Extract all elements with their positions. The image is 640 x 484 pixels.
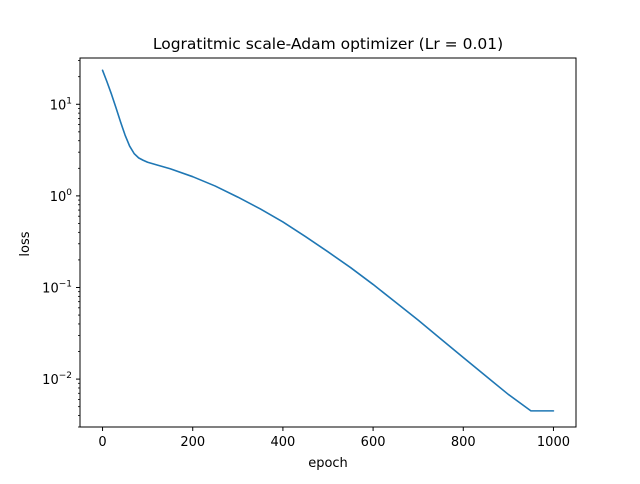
x-axis-label: epoch	[308, 456, 348, 471]
x-axis: 0 200 400 600 800 1000	[98, 427, 570, 450]
chart-title: Logratitmic scale-Adam optimizer (Lr = 0…	[153, 35, 503, 53]
x-tick-label: 0	[98, 435, 106, 450]
x-tick-label: 800	[451, 435, 476, 450]
y-tick-label: 100	[50, 188, 73, 205]
y-axis: 10−2 10−1 100 101	[42, 60, 80, 428]
loss-series-line	[101, 69, 555, 412]
y-tick-label: 10−2	[42, 371, 72, 388]
plot-frame	[79, 57, 577, 428]
x-tick-label: 400	[270, 435, 295, 450]
x-tick-label: 200	[180, 435, 205, 450]
y-axis-label: loss	[18, 231, 33, 256]
y-tick-label: 10−1	[42, 279, 72, 296]
y-tick-label: 101	[50, 96, 72, 113]
x-tick-label: 600	[361, 435, 386, 450]
plot-area	[101, 69, 555, 412]
x-tick-label: 1000	[537, 435, 570, 450]
